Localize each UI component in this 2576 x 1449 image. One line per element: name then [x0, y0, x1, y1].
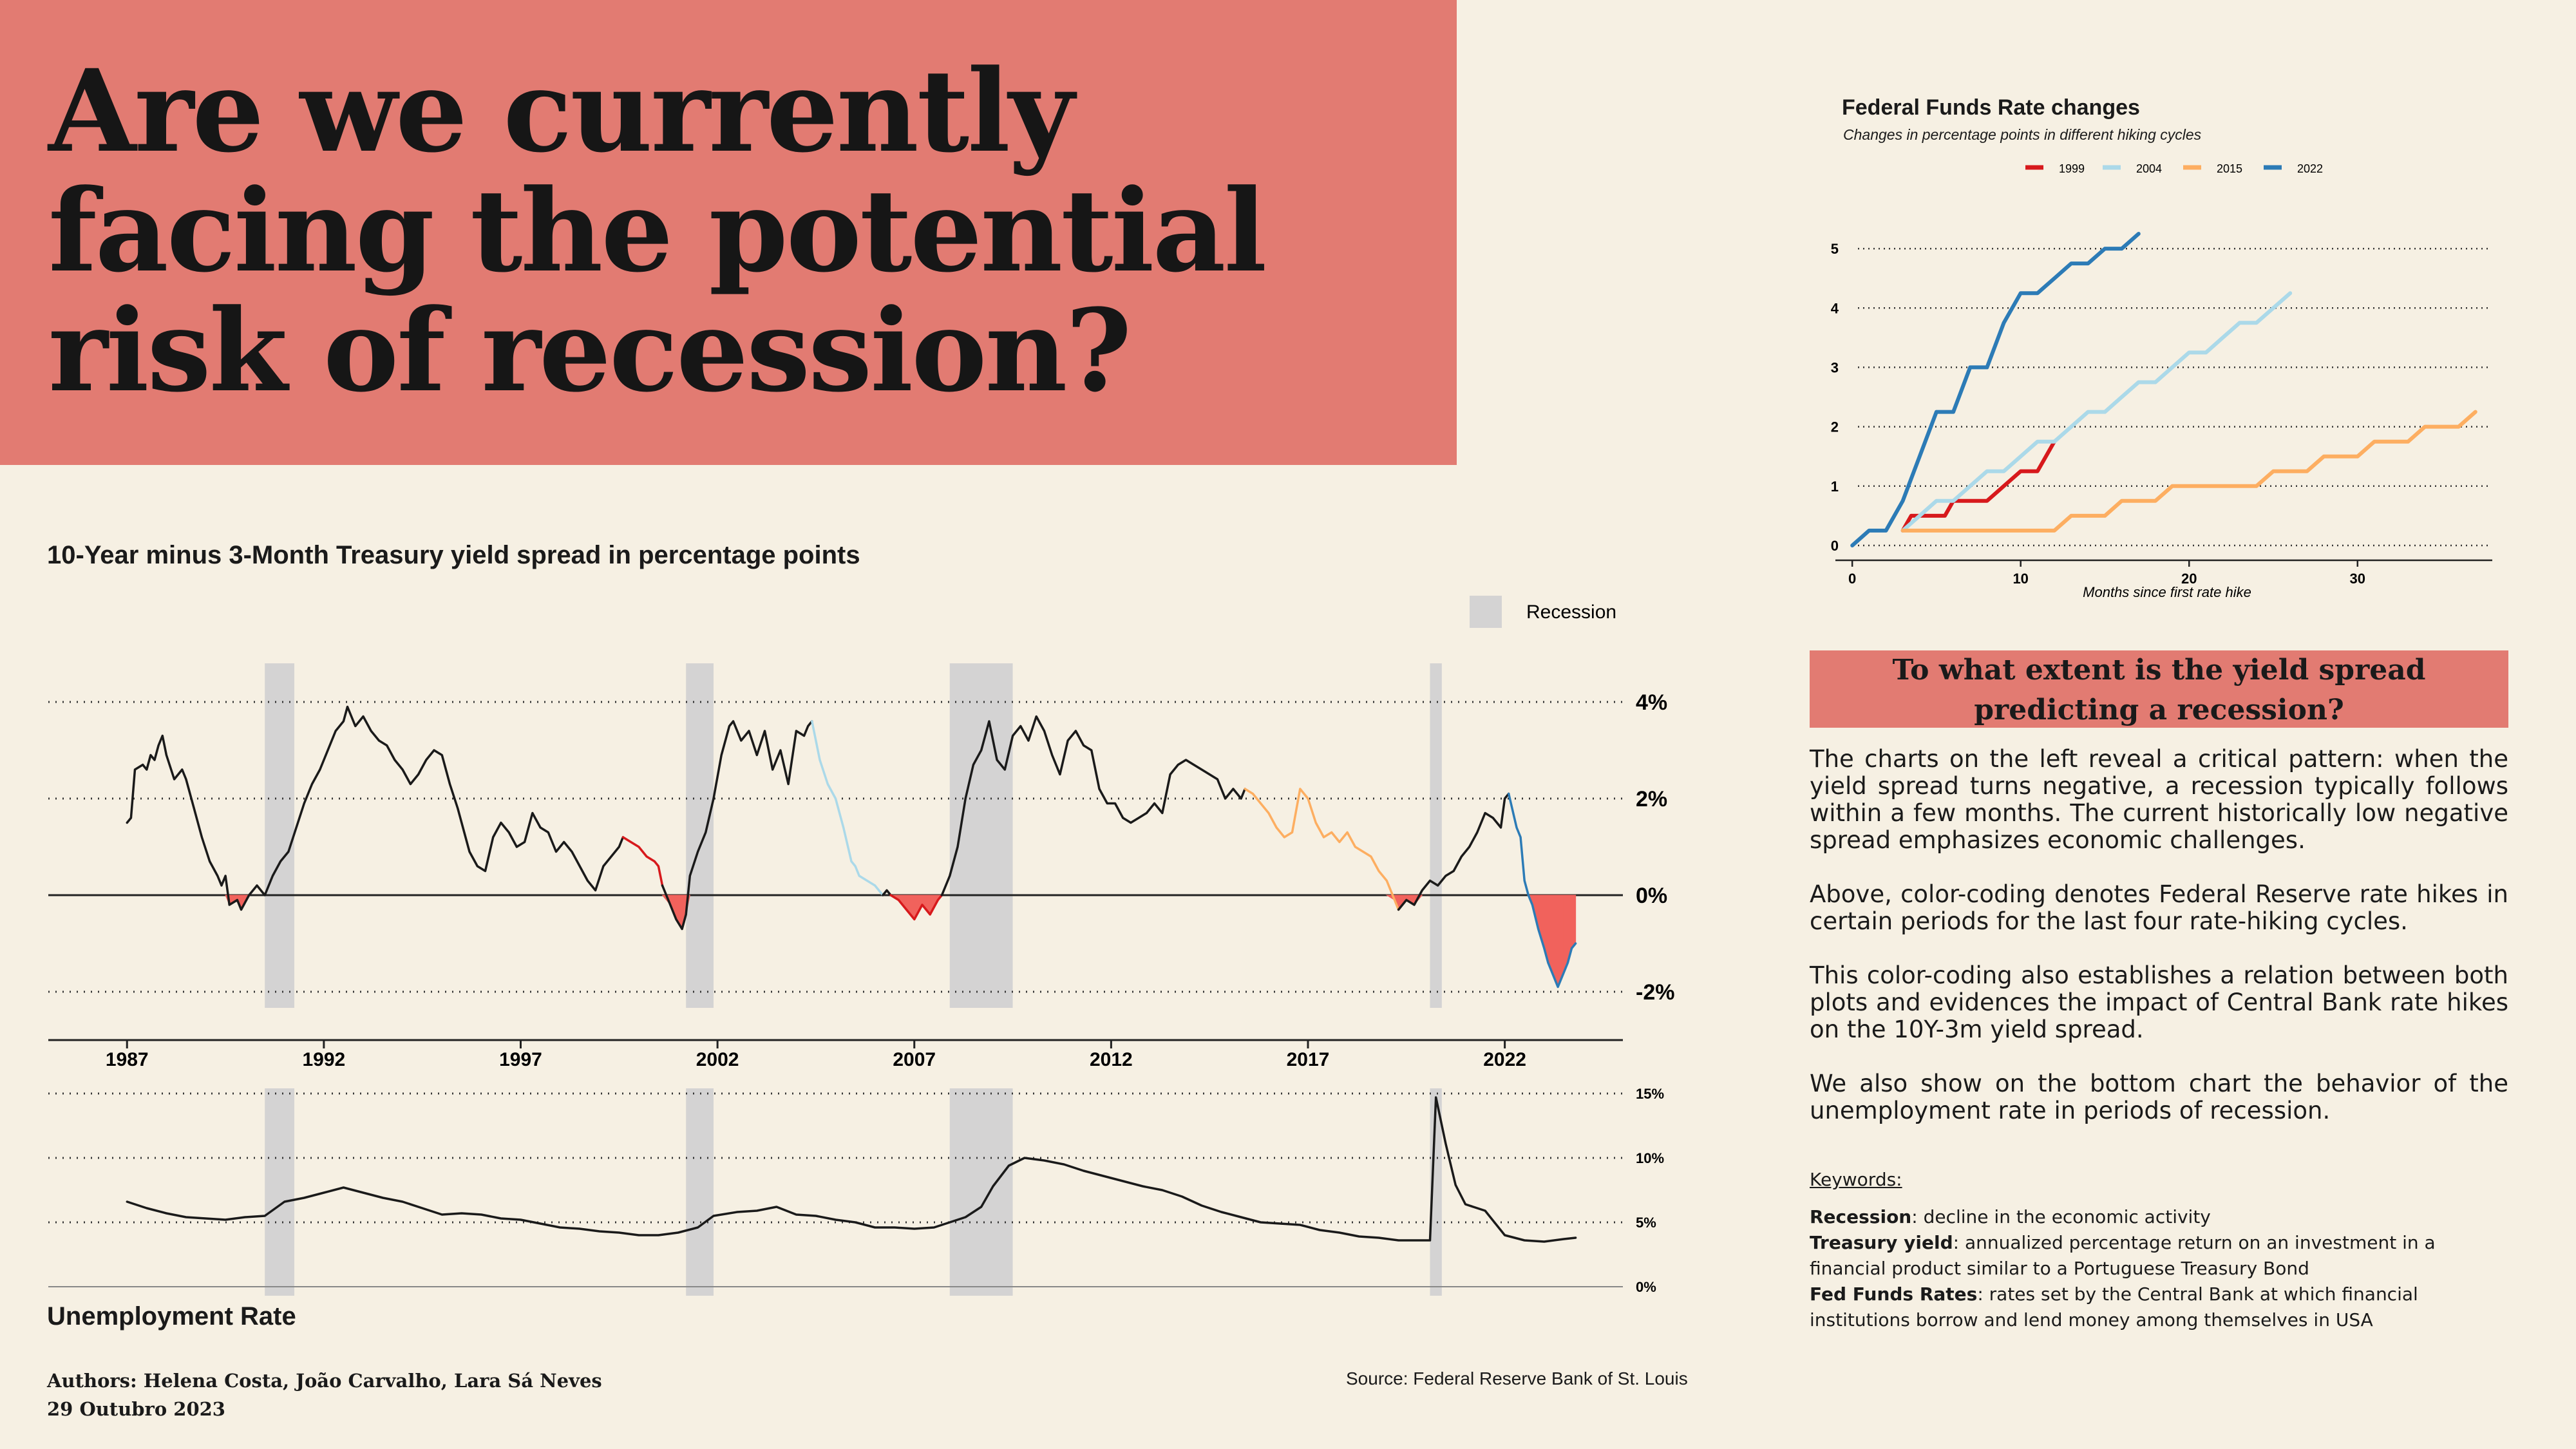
x-tick-label: 0: [1848, 571, 1856, 587]
keyword-term: Recession: [1810, 1206, 1912, 1227]
negative-area: [1414, 895, 1423, 906]
x-tick-label: 1997: [499, 1049, 542, 1070]
recession-band: [265, 663, 295, 1008]
unemployment-chart-title: Unemployment Rate: [47, 1302, 296, 1331]
spread-line: [889, 894, 943, 921]
x-tick-label: 30: [2350, 571, 2365, 587]
legend-label: Recession: [1526, 601, 1616, 623]
paragraph: Above, color-coding denotes Federal Rese…: [1810, 880, 2508, 935]
y-tick-label: 0%: [1636, 884, 1667, 908]
x-tick-label: 2002: [696, 1049, 739, 1070]
spread-line: [661, 720, 813, 931]
recession-band: [686, 1088, 714, 1296]
ffr-line: [1850, 232, 2141, 547]
y-tick-label: 5: [1831, 241, 1839, 257]
y-tick-label: 3: [1831, 359, 1839, 375]
ffr-line: [1900, 439, 2056, 533]
y-tick-label: 15%: [1636, 1086, 1664, 1102]
y-tick-label: 2%: [1636, 787, 1667, 811]
keyword-term: Treasury yield: [1810, 1232, 1953, 1253]
x-axis-label: Months since first rate hike: [2083, 584, 2251, 600]
spread-line: [940, 715, 1246, 896]
x-tick-label: 2017: [1287, 1049, 1330, 1070]
recession-band: [1430, 1088, 1442, 1296]
keyword-item: Recession: decline in the economic activ…: [1810, 1204, 2508, 1230]
question-box: To what extent is the yield spread predi…: [1810, 650, 2508, 728]
keyword-def: : annualized percentage return on an inv…: [1810, 1232, 2436, 1279]
ffr-line: [1900, 410, 2477, 533]
legend-label: 2004: [2136, 162, 2162, 175]
page-title: Are we currently facing the potential ri…: [48, 44, 1267, 417]
legend-label: 1999: [2059, 162, 2085, 175]
spread-line: [1507, 792, 1577, 989]
x-tick-label: 2022: [1483, 1049, 1526, 1070]
spread-chart-title: 10-Year minus 3-Month Treasury yield spr…: [47, 541, 860, 569]
x-tick-label: 2012: [1090, 1049, 1133, 1070]
paragraph: This color-coding also establishes a rel…: [1810, 961, 2508, 1043]
recession-band: [1430, 663, 1442, 1008]
date-line: 29 Outubro 2023: [47, 1398, 225, 1420]
y-tick-label: 4: [1831, 300, 1839, 316]
title-banner: Are we currently facing the potential ri…: [0, 0, 1457, 465]
keyword-def: : decline in the economic activity: [1911, 1206, 2211, 1227]
y-tick-label: 1: [1831, 478, 1839, 495]
recession-band: [265, 1088, 295, 1296]
x-tick-label: 2007: [893, 1049, 936, 1070]
spread-line: [126, 705, 625, 911]
x-tick-label: 20: [2181, 571, 2197, 587]
x-tick-label: 1987: [106, 1049, 149, 1070]
ffr-line: [1900, 291, 2293, 533]
question-text: To what extent is the yield spread predi…: [1892, 654, 2426, 726]
unemployment-line: [126, 1096, 1577, 1243]
spread-line: [811, 720, 884, 896]
keywords-heading: Keywords:: [1810, 1169, 1902, 1190]
keyword-item: Treasury yield: annualized percentage re…: [1810, 1230, 2508, 1282]
negative-area: [1571, 895, 1577, 949]
explanation-text: The charts on the left reveal a critical…: [1810, 746, 2508, 1151]
x-tick-label: 10: [2012, 571, 2028, 587]
spread-line: [882, 889, 892, 896]
legend-label: 2015: [2217, 162, 2242, 175]
paragraph: We also show on the bottom chart the beh…: [1810, 1070, 2508, 1124]
keyword-term: Fed Funds Rates: [1810, 1283, 1978, 1305]
y-tick-label: -2%: [1636, 980, 1674, 1005]
keyword-def: : rates set by the Central Bank at which…: [1810, 1283, 2418, 1331]
recession-band: [949, 1088, 1013, 1296]
source-note: Source: Federal Reserve Bank of St. Loui…: [1346, 1368, 1688, 1388]
keywords-block: Keywords: Recession: decline in the econ…: [1810, 1167, 2508, 1333]
ffr-chart-subtitle: Changes in percentage points in differen…: [1843, 126, 2202, 143]
authors-block: Authors: Helena Costa, João Carvalho, La…: [47, 1367, 602, 1423]
paragraph: The charts on the left reveal a critical…: [1810, 745, 2508, 854]
y-tick-label: 4%: [1636, 690, 1667, 715]
x-tick-label: 1992: [303, 1049, 346, 1070]
spread-line: [621, 836, 664, 887]
spread-line: [1397, 792, 1510, 911]
y-tick-label: 10%: [1636, 1150, 1664, 1166]
recession-band: [686, 663, 714, 1008]
y-tick-label: 5%: [1636, 1215, 1656, 1231]
y-tick-label: 0%: [1636, 1279, 1656, 1295]
spread-line: [1244, 788, 1400, 911]
keyword-item: Fed Funds Rates: rates set by the Centra…: [1810, 1282, 2508, 1333]
legend-label: 2022: [2297, 162, 2323, 175]
legend-swatch: [1470, 596, 1502, 628]
ffr-chart-title: Federal Funds Rate changes: [1842, 95, 2140, 120]
authors-line: Authors: Helena Costa, João Carvalho, La…: [47, 1370, 602, 1392]
y-tick-label: 0: [1831, 538, 1839, 554]
y-tick-label: 2: [1831, 419, 1839, 435]
